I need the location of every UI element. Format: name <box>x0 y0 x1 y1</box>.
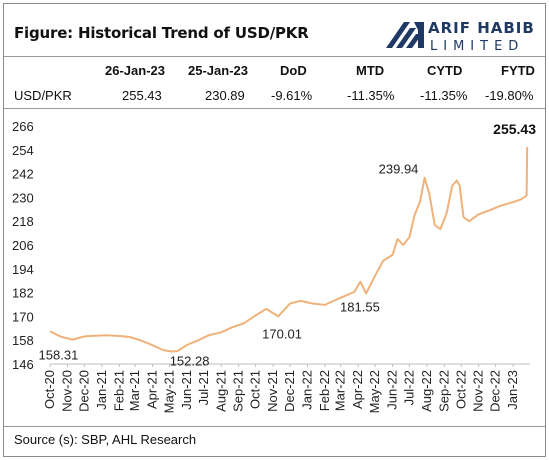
header-cytd: CYTD <box>427 63 463 78</box>
x-tick-label: Jul-22 <box>401 370 416 405</box>
header-date-prev: 25-Jan-23 <box>188 63 248 78</box>
x-tick-label: Apr-22 <box>350 370 365 409</box>
y-tick-label: 230 <box>12 190 34 205</box>
x-tick-label: Mar-22 <box>333 370 348 411</box>
x-tick-label: Jan-22 <box>299 370 314 410</box>
header-fytd: FYTD <box>501 63 535 78</box>
row-label: USD/PKR <box>14 88 72 103</box>
x-tick-label: Oct-22 <box>453 370 468 409</box>
data-label: 255.43 <box>493 121 536 137</box>
x-tick-label: Nov-20 <box>59 370 74 412</box>
y-tick-label: 170 <box>12 309 34 324</box>
x-tick-label: May-22 <box>367 370 382 413</box>
y-tick-label: 194 <box>12 262 34 277</box>
y-tick-label: 266 <box>12 119 34 134</box>
y-tick-label: 254 <box>12 143 34 158</box>
logo-line2: LIMITED <box>430 39 524 54</box>
x-tick-label: Jun-21 <box>179 370 194 410</box>
y-tick-label: 218 <box>12 214 34 229</box>
value-dod: -9.61% <box>271 88 313 103</box>
data-label: 239.94 <box>379 162 419 177</box>
x-tick-label: Dec-21 <box>282 370 297 412</box>
x-tick-label: Sep-21 <box>231 370 246 412</box>
y-tick-label: 242 <box>12 167 34 182</box>
header-rule <box>4 56 545 57</box>
x-tick-label: Feb-22 <box>317 370 332 411</box>
x-tick-label: Nov-22 <box>471 370 486 412</box>
x-tick-label: Apr-21 <box>145 370 160 409</box>
header-date-latest: 26-Jan-23 <box>105 63 165 78</box>
data-label: 181.55 <box>340 299 380 314</box>
x-tick-label: Aug-21 <box>213 370 228 412</box>
header-mtd: MTD <box>356 63 385 78</box>
usd-pkr-series-line <box>49 146 529 353</box>
logo-line1: ARIF HABIB <box>428 19 535 37</box>
figure-frame: Figure: Historical Trend of USD/PKR ARIF… <box>3 3 546 457</box>
x-tick-label: Dec-20 <box>76 370 91 412</box>
source-rule <box>4 426 545 427</box>
source-note: Source (s): SBP, AHL Research <box>14 432 197 447</box>
x-tick-label: Jul-21 <box>196 370 211 405</box>
y-tick-label: 182 <box>12 286 34 301</box>
x-tick-label: Mar-21 <box>127 370 142 411</box>
x-tick-label: Feb-21 <box>111 370 126 411</box>
x-tick-label: Nov-21 <box>265 370 280 412</box>
data-label: 170.01 <box>262 326 302 341</box>
ahl-logo: ARIF HABIB LIMITED <box>386 19 535 54</box>
figure-title: Figure: Historical Trend of USD/PKR <box>14 24 309 42</box>
table-rule <box>4 108 545 109</box>
x-tick-label: Dec-22 <box>488 370 503 412</box>
logo-mark-icon <box>386 22 424 48</box>
y-tick-label: 146 <box>12 357 34 372</box>
data-label: 152.28 <box>170 354 210 369</box>
x-tick-label: Oct-20 <box>42 370 57 409</box>
x-tick-label: Jan-23 <box>505 370 520 410</box>
value-cytd: -11.35% <box>420 88 468 103</box>
y-tick-label: 158 <box>12 333 34 348</box>
value-mtd: -11.35% <box>347 88 395 103</box>
x-tick-label: Oct-21 <box>248 370 263 409</box>
x-tick-label: Jun-22 <box>385 370 400 410</box>
y-tick-label: 206 <box>12 238 34 253</box>
value-latest: 255.43 <box>122 88 162 103</box>
value-prev: 230.89 <box>205 88 245 103</box>
x-tick-label: Jan-21 <box>94 370 109 410</box>
header-dod: DoD <box>280 63 307 78</box>
x-tick-label: May-21 <box>161 370 176 413</box>
x-tick-label: Aug-22 <box>419 370 434 412</box>
value-fytd: -19.80% <box>485 88 534 103</box>
x-tick-label: Sep-22 <box>436 370 451 412</box>
data-label: 158.31 <box>39 348 79 363</box>
